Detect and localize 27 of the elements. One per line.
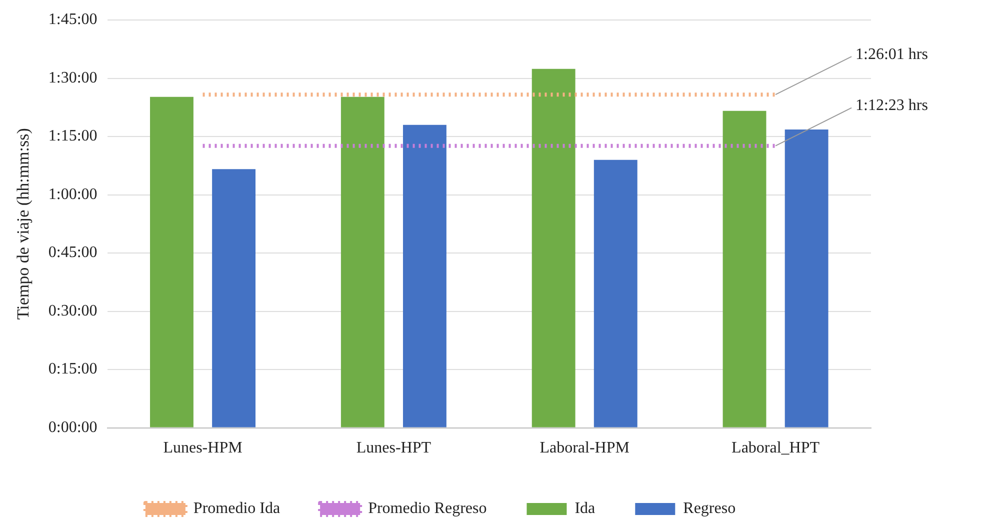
y-tick-label: 0:45:00 bbox=[48, 244, 98, 262]
bar bbox=[212, 169, 256, 428]
annotation: 1:26:01 hrs bbox=[856, 46, 928, 63]
bar bbox=[594, 160, 638, 428]
legend-label: Regreso bbox=[683, 500, 736, 518]
bar bbox=[340, 96, 384, 428]
x-tick-label: Laboral-HPM bbox=[540, 440, 630, 457]
x-tick-label: Lunes-HPM bbox=[163, 440, 242, 457]
legend-label: Promedio Regreso bbox=[368, 500, 487, 518]
y-tick-label: 0:30:00 bbox=[48, 302, 98, 320]
y-tick-label: 1:30:00 bbox=[48, 69, 98, 86]
y-tick-label: 1:00:00 bbox=[48, 186, 98, 203]
bar bbox=[722, 110, 766, 428]
x-tick-label: Lunes-HPT bbox=[356, 440, 432, 457]
annotation: 1:12:23 hrs bbox=[856, 97, 928, 114]
y-tick-label: 1:15:00 bbox=[48, 128, 98, 145]
bar bbox=[402, 124, 446, 428]
legend-label: Promedio Ida bbox=[193, 500, 280, 518]
y-axis-title: Tiempo de viaje (hh:mm:ss) bbox=[14, 128, 33, 320]
x-tick-label: Laboral_HPT bbox=[732, 440, 820, 457]
legend-label: Ida bbox=[574, 500, 596, 518]
bar bbox=[532, 68, 576, 428]
bar bbox=[150, 96, 194, 428]
y-tick-label: 1:45:00 bbox=[48, 11, 98, 28]
y-tick-label: 0:00:00 bbox=[48, 419, 98, 436]
y-tick-label: 0:15:00 bbox=[48, 360, 98, 378]
bar bbox=[784, 130, 828, 428]
